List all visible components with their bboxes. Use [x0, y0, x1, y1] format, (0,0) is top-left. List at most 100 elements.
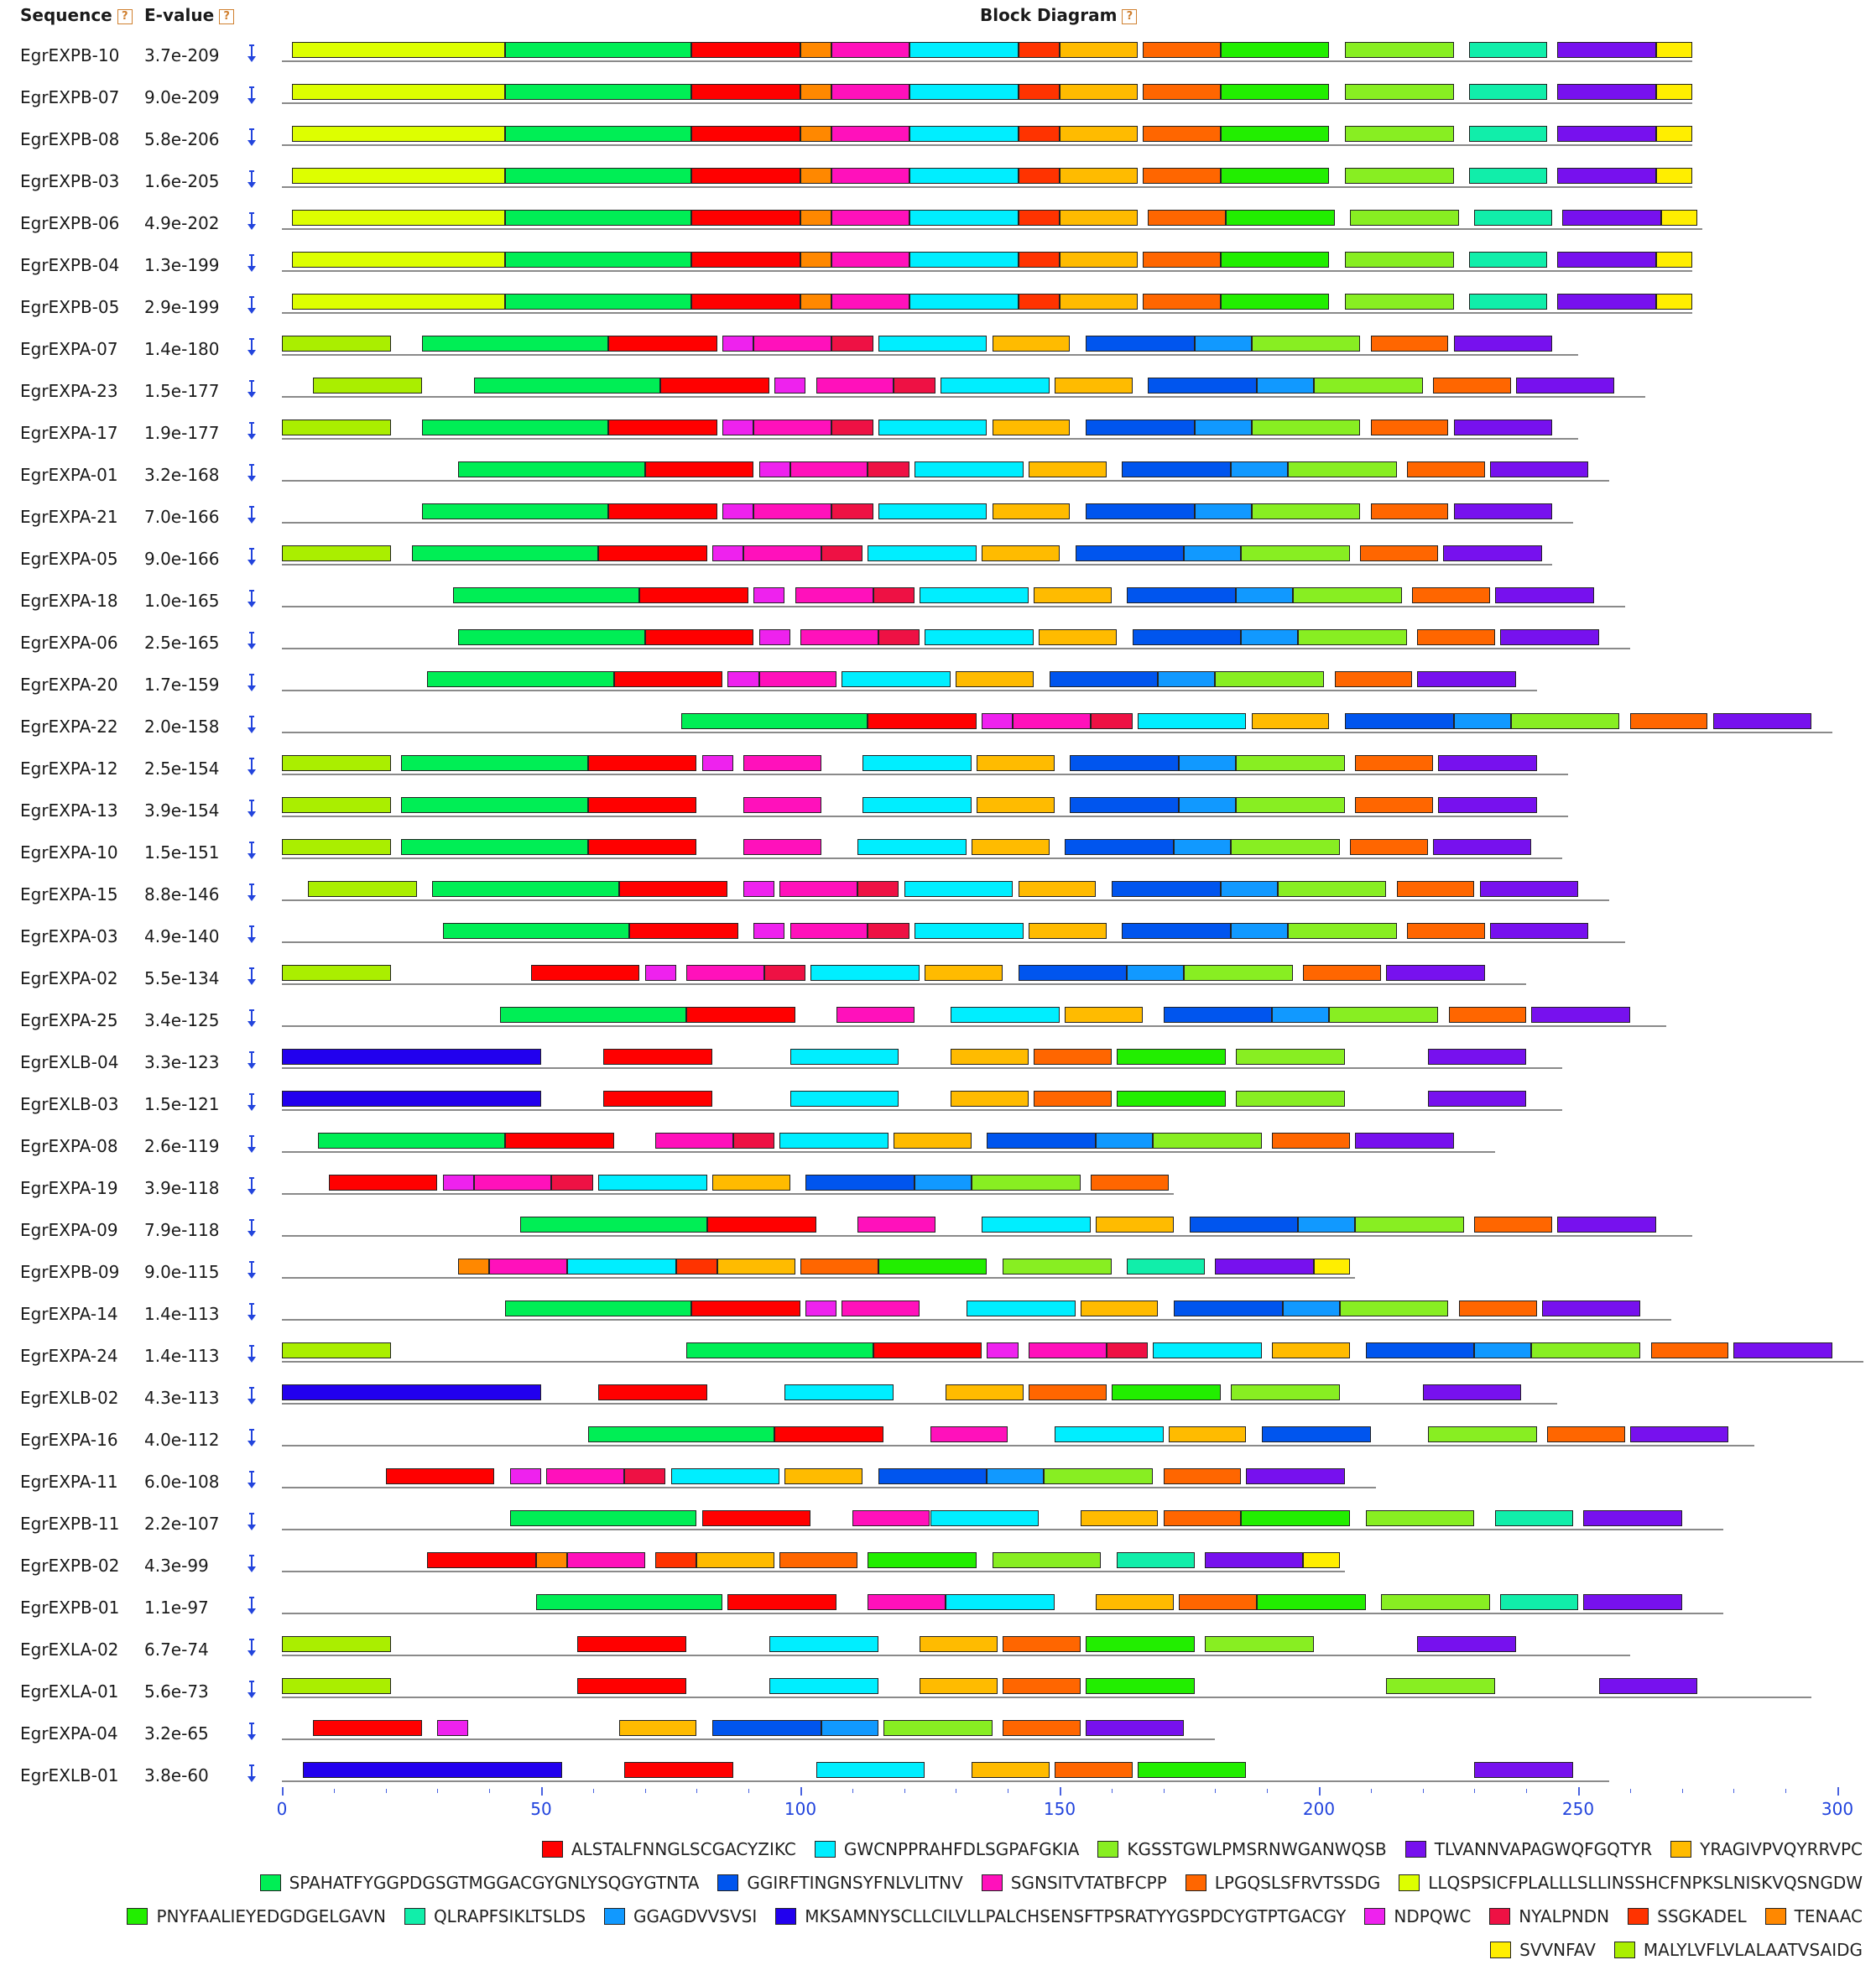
- motif-block[interactable]: [1070, 755, 1180, 771]
- motif-block[interactable]: [1127, 1259, 1206, 1274]
- motif-block[interactable]: [1003, 1259, 1112, 1274]
- motif-block[interactable]: [1039, 629, 1117, 645]
- motif-block[interactable]: [862, 797, 972, 813]
- motif-block[interactable]: [789, 1091, 899, 1107]
- motif-block[interactable]: [1179, 1594, 1257, 1610]
- legend-item[interactable]: MALYLVFLVLALAATVSAIDG: [1613, 1938, 1863, 1963]
- motif-block[interactable]: [1013, 713, 1092, 729]
- reorder-arrow-icon[interactable]: [243, 757, 260, 777]
- motif-block[interactable]: [1417, 1636, 1516, 1652]
- motif-block[interactable]: [1469, 252, 1547, 268]
- reorder-arrow-icon[interactable]: [243, 1638, 260, 1658]
- motif-block[interactable]: [1111, 1384, 1221, 1400]
- motif-block[interactable]: [784, 1384, 894, 1400]
- motif-block[interactable]: [629, 923, 738, 939]
- motif-block[interactable]: [686, 1342, 873, 1358]
- motif-block[interactable]: [437, 1720, 469, 1736]
- motif-block[interactable]: [1344, 713, 1454, 729]
- motif-block[interactable]: [711, 1720, 821, 1736]
- motif-block[interactable]: [1148, 210, 1226, 226]
- motif-block[interactable]: [1215, 671, 1325, 687]
- motif-block[interactable]: [1142, 126, 1221, 142]
- motif-block[interactable]: [473, 1175, 552, 1191]
- motif-block[interactable]: [1220, 881, 1278, 897]
- motif-block[interactable]: [1370, 503, 1449, 519]
- motif-block[interactable]: [1303, 965, 1382, 981]
- reorder-arrow-icon[interactable]: [243, 589, 260, 609]
- motif-block[interactable]: [1272, 1342, 1351, 1358]
- motif-block[interactable]: [1453, 503, 1553, 519]
- motif-block[interactable]: [1458, 1301, 1537, 1316]
- motif-block[interactable]: [1407, 461, 1485, 477]
- reorder-arrow-icon[interactable]: [243, 925, 260, 945]
- motif-block[interactable]: [1127, 587, 1237, 603]
- motif-block[interactable]: [1334, 671, 1413, 687]
- motif-block[interactable]: [946, 1384, 1024, 1400]
- motif-block[interactable]: [727, 1594, 837, 1610]
- motif-block[interactable]: [816, 1762, 925, 1778]
- motif-block[interactable]: [1339, 1301, 1449, 1316]
- reorder-arrow-icon[interactable]: [243, 505, 260, 525]
- motif-block[interactable]: [1122, 923, 1231, 939]
- motif-block[interactable]: [282, 1049, 541, 1065]
- motif-block[interactable]: [743, 839, 821, 855]
- sequence-name[interactable]: EgrEXLB-01: [20, 1765, 119, 1785]
- legend-item[interactable]: GGIRFTINGNSYFNLVLITNV: [717, 1871, 963, 1896]
- sequence-name[interactable]: EgrEXPB-03: [20, 171, 120, 191]
- motif-block[interactable]: [904, 881, 1014, 897]
- motif-block[interactable]: [1344, 168, 1454, 184]
- motif-block[interactable]: [831, 84, 909, 100]
- motif-block[interactable]: [868, 713, 977, 729]
- legend-item[interactable]: SVVNFAV: [1490, 1938, 1596, 1963]
- motif-block[interactable]: [302, 1762, 562, 1778]
- reorder-arrow-icon[interactable]: [243, 379, 260, 399]
- motif-block[interactable]: [282, 1678, 391, 1694]
- motif-block[interactable]: [1256, 1594, 1366, 1610]
- motif-block[interactable]: [779, 1552, 857, 1568]
- motif-block[interactable]: [1220, 126, 1330, 142]
- sequence-name[interactable]: EgrEXLB-03: [20, 1094, 119, 1114]
- motif-block[interactable]: [1142, 42, 1221, 58]
- motif-block[interactable]: [1251, 503, 1361, 519]
- reorder-arrow-icon[interactable]: [243, 841, 260, 861]
- sequence-name[interactable]: EgrEXPA-25: [20, 1010, 118, 1030]
- motif-block[interactable]: [686, 1007, 795, 1023]
- motif-block[interactable]: [1230, 461, 1288, 477]
- motif-block[interactable]: [982, 1217, 1092, 1233]
- motif-block[interactable]: [1018, 84, 1060, 100]
- motif-block[interactable]: [504, 168, 692, 184]
- motif-block[interactable]: [821, 1720, 878, 1736]
- motif-block[interactable]: [743, 755, 821, 771]
- motif-block[interactable]: [774, 378, 806, 394]
- motif-block[interactable]: [1034, 1091, 1112, 1107]
- motif-block[interactable]: [1220, 252, 1330, 268]
- motif-block[interactable]: [831, 420, 873, 435]
- sequence-name[interactable]: EgrEXPA-05: [20, 549, 118, 569]
- motif-block[interactable]: [1018, 210, 1060, 226]
- motif-block[interactable]: [758, 461, 790, 477]
- sequence-help-icon[interactable]: ?: [117, 9, 133, 24]
- motif-block[interactable]: [857, 839, 967, 855]
- sequence-name[interactable]: EgrEXPA-17: [20, 423, 118, 443]
- motif-block[interactable]: [1173, 839, 1231, 855]
- reorder-arrow-icon[interactable]: [243, 295, 260, 315]
- motif-block[interactable]: [1583, 1594, 1682, 1610]
- motif-block[interactable]: [1583, 1510, 1682, 1526]
- legend-item[interactable]: GGAGDVVSVSI: [604, 1905, 757, 1930]
- motif-block[interactable]: [1541, 1301, 1641, 1316]
- motif-block[interactable]: [862, 755, 972, 771]
- motif-block[interactable]: [940, 378, 1050, 394]
- motif-block[interactable]: [711, 1175, 790, 1191]
- sequence-name[interactable]: EgrEXPA-01: [20, 465, 118, 485]
- motif-block[interactable]: [1184, 545, 1242, 561]
- motif-block[interactable]: [509, 1468, 541, 1484]
- motif-block[interactable]: [1060, 84, 1138, 100]
- motif-block[interactable]: [551, 1175, 593, 1191]
- motif-block[interactable]: [1142, 168, 1221, 184]
- reorder-arrow-icon[interactable]: [243, 1260, 260, 1280]
- motif-block[interactable]: [1251, 420, 1361, 435]
- motif-block[interactable]: [504, 1301, 692, 1316]
- motif-block[interactable]: [1236, 755, 1345, 771]
- sequence-name[interactable]: EgrEXPA-12: [20, 758, 118, 779]
- motif-block[interactable]: [1225, 210, 1335, 226]
